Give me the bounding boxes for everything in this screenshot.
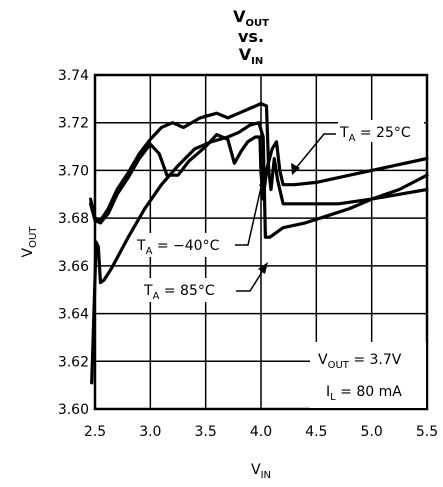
callout-minus40c-label: TA = −40°C — [136, 238, 220, 257]
callout-minus40c-bg — [135, 233, 233, 257]
x-tick-label: 3.5 — [195, 424, 217, 440]
x-tick-label: 5.5 — [416, 424, 438, 440]
callout-minus40c: TA = −40°C — [135, 175, 266, 257]
chart-title-line3: VIN — [239, 45, 263, 67]
conditions-vout-sub: OUT — [328, 360, 350, 371]
y-axis-label-sub: OUT — [28, 226, 39, 248]
series-line-85c — [90, 121, 429, 385]
y-tick-label: 3.70 — [58, 163, 89, 179]
title-vin-main: V — [239, 45, 252, 64]
x-axis-label-main: V — [251, 462, 261, 478]
conditions-il: IL = 80 mA — [326, 384, 402, 403]
y-tick-label: 3.62 — [58, 354, 89, 370]
title-v-main: V — [233, 7, 246, 26]
callout-minus40c-leader — [235, 182, 263, 246]
callout-25c-leader — [295, 133, 336, 169]
callout-25c: TA = 25°C — [291, 120, 424, 175]
y-tick-label: 3.66 — [58, 259, 89, 275]
y-tick-label: 3.64 — [58, 307, 89, 323]
x-axis-label: VIN — [251, 462, 271, 481]
conditions-il-rest: = 80 mA — [336, 384, 403, 400]
callout-25c-sub: A — [349, 133, 356, 144]
conditions-il-sub: L — [330, 392, 336, 403]
conditions-vout: VOUT = 3.7V — [318, 352, 402, 371]
y-tick-label: 3.74 — [58, 68, 89, 84]
callout-85c-sub: A — [153, 291, 160, 302]
callout-25c-bg — [338, 120, 424, 142]
callout-minus40c-arrowhead — [259, 175, 266, 187]
title-vin-sub: IN — [251, 56, 263, 67]
conditions-vout-main: V — [318, 352, 328, 368]
chart-title-line2: vs. — [238, 27, 264, 46]
x-axis-label-sub: IN — [261, 470, 271, 481]
x-tick-label: 3.0 — [139, 424, 161, 440]
tick-labels: 2.5 3.0 3.5 4.0 4.5 5.0 5.5 3.60 3.62 3.64 3.66 3.6… — [58, 68, 438, 440]
series-line-25c — [88, 133, 429, 225]
callout-85c: TA = 85°C — [142, 262, 268, 302]
callout-85c-main: T — [143, 283, 153, 299]
chart-title-line1: VOUT — [233, 7, 269, 29]
callout-85c-leader — [236, 271, 263, 292]
y-axis-label-main: V — [20, 247, 36, 257]
callout-25c-arrowhead — [291, 163, 300, 175]
callout-25c-rest: = 25°C — [355, 125, 410, 141]
series-line-minus40c — [88, 101, 429, 223]
title-v-sub: OUT — [245, 18, 269, 29]
x-tick-label: 4.0 — [250, 424, 272, 440]
y-axis-label: VOUT — [20, 226, 39, 258]
x-tick-label: 2.5 — [84, 424, 106, 440]
conditions-vout-rest: = 3.7V — [349, 352, 402, 368]
callout-85c-bg — [142, 278, 234, 302]
conditions-il-main: I — [326, 384, 330, 400]
callout-minus40c-rest: = −40°C — [152, 238, 219, 254]
callout-minus40c-main: T — [136, 238, 146, 254]
callout-25c-main: T — [339, 125, 349, 141]
y-tick-label: 3.72 — [58, 116, 89, 132]
callout-85c-arrowhead — [258, 262, 268, 274]
y-tick-label: 3.68 — [58, 211, 89, 227]
x-tick-label: 4.5 — [305, 424, 327, 440]
conditions-box-bg — [310, 342, 426, 408]
callout-85c-rest: = 85°C — [159, 283, 214, 299]
callout-25c-label: TA = 25°C — [339, 125, 411, 144]
y-tick-label: 3.60 — [58, 402, 89, 418]
series-group — [88, 101, 429, 385]
x-tick-label: 5.0 — [361, 424, 383, 440]
callout-85c-label: TA = 85°C — [143, 283, 215, 302]
callout-minus40c-sub: A — [146, 246, 153, 257]
conditions-box: VOUT = 3.7V IL = 80 mA — [310, 342, 426, 408]
